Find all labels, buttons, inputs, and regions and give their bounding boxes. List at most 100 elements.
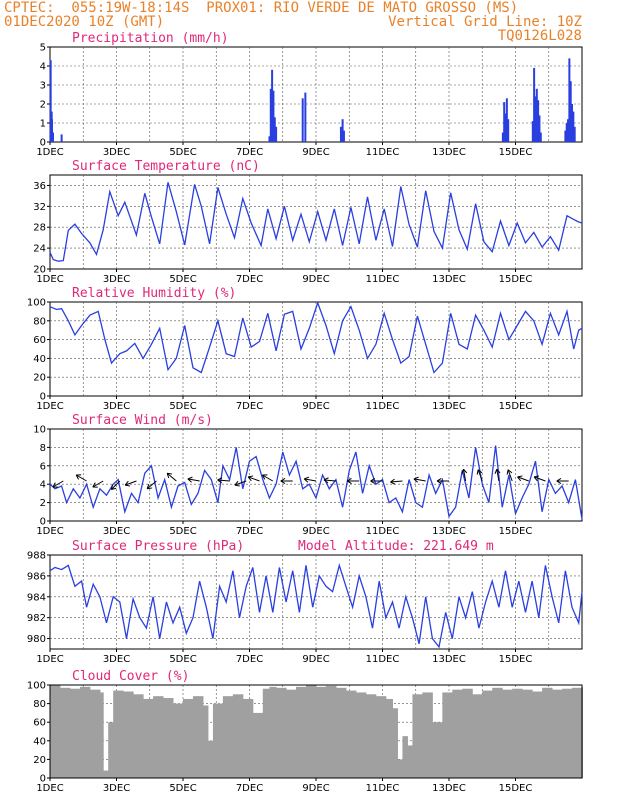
y-tick-label: 8: [40, 443, 46, 454]
x-tick-label: 3DEC: [103, 783, 130, 794]
panel-frame: [49, 554, 583, 650]
series-line-wind: [49, 445, 583, 520]
cloud-bar: [108, 722, 114, 778]
y-tick-label: 20: [33, 265, 46, 276]
x-tick-label: 5DEC: [169, 147, 196, 158]
wind-arrowhead-icon: [166, 472, 173, 479]
cloud-bar: [89, 689, 101, 778]
cloud-bar: [212, 703, 224, 778]
precip-bar: [339, 126, 342, 142]
y-tick-label: 0: [40, 392, 46, 403]
cloud-bar: [345, 690, 357, 778]
y-tick-label: 0: [40, 517, 46, 528]
cloud-bar: [192, 696, 204, 778]
x-tick-label: 13DEC: [432, 654, 466, 665]
precip-bar: [60, 134, 63, 142]
panel-title: Surface Pressure (hPa): [72, 539, 244, 554]
cloud-bar: [113, 690, 124, 778]
precip-bar: [272, 90, 275, 142]
wind-arrowhead-icon: [494, 468, 501, 475]
wind-arrow-icon: [323, 479, 336, 482]
y-tick-label: 5: [40, 43, 46, 54]
series-line-pres: [49, 563, 583, 649]
x-tick-label: 3DEC: [103, 654, 130, 665]
wind-arrowhead-icon: [390, 478, 396, 485]
y-tick-label: 4: [40, 480, 46, 491]
x-tick-label: 15DEC: [499, 654, 533, 665]
cloud-bar: [407, 745, 413, 778]
x-tick-label: 7DEC: [236, 147, 263, 158]
precip-bar: [564, 130, 567, 142]
wind-arrow-icon: [413, 478, 426, 482]
cloud-bar: [202, 705, 209, 778]
wind-arrow-icon: [463, 469, 467, 482]
wind-arrow-icon: [146, 480, 157, 490]
y-tick-label: 20: [33, 755, 46, 766]
x-tick-label: 1DEC: [36, 401, 63, 412]
cloud-bar: [296, 686, 307, 778]
wind-arrowhead-icon: [476, 469, 483, 475]
x-tick-label: 11DEC: [366, 526, 400, 537]
panel-title: Surface Temperature (nC): [72, 159, 260, 174]
wind-arrowhead-icon: [533, 475, 540, 482]
precip-bar: [535, 88, 538, 142]
x-tick-label: 7DEC: [236, 274, 263, 285]
cloud-bar: [50, 685, 61, 778]
x-tick-label: 7DEC: [236, 401, 263, 412]
x-tick-label: 13DEC: [432, 783, 466, 794]
x-tick-label: 9DEC: [302, 147, 329, 158]
cloud-bar: [69, 688, 81, 778]
x-tick-label: 11DEC: [366, 147, 400, 158]
y-tick-label: 24: [33, 244, 46, 255]
cloud-bar: [402, 736, 408, 778]
wind-arrow-icon: [496, 469, 500, 482]
wind-arrow-icon: [477, 469, 483, 482]
precip-bar: [533, 67, 536, 142]
wind-arrow-icon: [125, 480, 137, 486]
y-tick-label: 980: [27, 634, 46, 645]
y-tick-label: 40: [33, 354, 46, 365]
precip-bar: [269, 88, 272, 142]
x-tick-label: 11DEC: [366, 274, 400, 285]
cloud-bar: [412, 694, 423, 778]
y-tick-label: 100: [27, 681, 46, 692]
y-tick-label: 36: [33, 181, 46, 192]
precip-bar: [507, 119, 510, 142]
precip-bar: [341, 119, 344, 142]
cloud-bar: [355, 692, 367, 778]
cloud-bar: [173, 703, 184, 778]
wind-arrow-icon: [390, 480, 403, 483]
precip-bar: [273, 117, 276, 142]
precip-bar: [271, 69, 274, 142]
cloud-bar: [542, 687, 553, 778]
precip-bar: [538, 115, 541, 142]
wind-arrow-icon: [507, 469, 513, 482]
x-tick-label: 3DEC: [103, 147, 130, 158]
x-tick-label: 11DEC: [366, 401, 400, 412]
wind-arrowhead-icon: [75, 474, 82, 480]
wind-arrowhead-icon: [303, 476, 310, 483]
y-tick-label: 986: [27, 571, 46, 582]
cloud-bar: [163, 698, 174, 778]
wind-arrow-icon: [166, 472, 177, 482]
x-tick-label: 7DEC: [236, 526, 263, 537]
x-tick-label: 5DEC: [169, 401, 196, 412]
cloud-bar: [99, 692, 104, 778]
y-tick-label: 0: [40, 138, 46, 149]
cloud-bar: [262, 688, 270, 778]
cloud-bar: [552, 689, 563, 778]
wind-arrow-icon: [187, 478, 200, 482]
cloud-bar: [143, 698, 154, 778]
cloud-bar: [482, 690, 493, 778]
precip-bar: [49, 60, 52, 142]
wind-arrowhead-icon: [280, 477, 286, 485]
y-tick-label: 80: [33, 316, 46, 327]
wind-arrow-icon: [75, 474, 87, 482]
wind-arrow-icon: [52, 480, 64, 488]
x-tick-label: 1DEC: [36, 526, 63, 537]
cloud-bar: [252, 712, 264, 778]
y-tick-label: 20: [33, 373, 46, 384]
header-grid-line: Vertical Grid Line: 10Z: [388, 14, 582, 30]
y-tick-label: 982: [27, 613, 46, 624]
cloud-bar: [365, 694, 377, 778]
